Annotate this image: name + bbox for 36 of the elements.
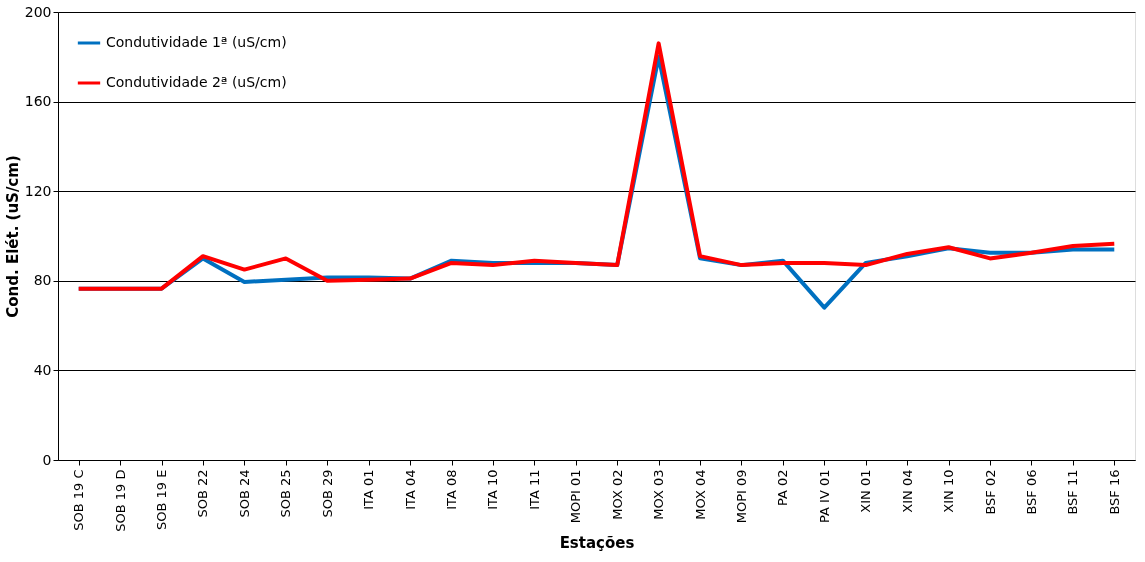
legend-label: Condutividade 2ª (uS/cm) [106,74,287,90]
x-tick-label: SOB 19 E [154,469,170,530]
y-tick-label: 160 [24,93,52,110]
x-tick-label: BSF 16 [1106,469,1122,515]
x-tick-label: ITA 10 [485,469,501,510]
y-tick-label: 120 [24,182,52,199]
x-tick-label: MOPI 09 [733,469,749,524]
x-tick-label: SOB 29 [319,469,335,518]
x-tick-label: MOX 03 [651,469,667,520]
x-tick-label: XIN 01 [858,469,874,513]
x-tick-label: SOB 24 [236,469,252,518]
x-tick-label: MOX 02 [609,469,625,520]
x-tick-label: SOB 19 D [112,469,128,532]
x-tick-label: ITA 08 [444,469,460,510]
x-tick-label: PA IV 01 [816,469,832,523]
x-tick-label: XIN 10 [941,469,957,513]
y-axis-title: Cond. Elét. (uS/cm) [3,155,22,318]
x-tick-label: SOB 19 C [71,469,87,531]
x-tick-label: XIN 04 [899,469,915,513]
y-tick-label: 40 [33,361,52,378]
x-tick-label: SOB 25 [278,469,294,518]
x-tick-label: MOPI 01 [568,469,584,524]
x-tick-label: ITA 01 [361,469,377,510]
x-tick-label: SOB 22 [195,469,211,518]
y-tick-label: 80 [33,272,52,289]
y-tick-label: 200 [24,3,52,20]
x-tick-label: ITA 04 [402,469,418,510]
x-tick-label: BSF 02 [982,469,998,515]
x-tick-label: MOX 04 [692,469,708,520]
x-axis-title: Estações [559,533,635,552]
x-tick-label: ITA 11 [526,469,542,510]
x-tick-label: BSF 11 [1065,469,1081,515]
x-tick-label: BSF 06 [1023,469,1039,515]
legend-label: Condutividade 1ª (uS/cm) [106,34,287,50]
x-tick-label: PA 02 [775,469,791,507]
y-tick-label: 0 [42,451,52,468]
